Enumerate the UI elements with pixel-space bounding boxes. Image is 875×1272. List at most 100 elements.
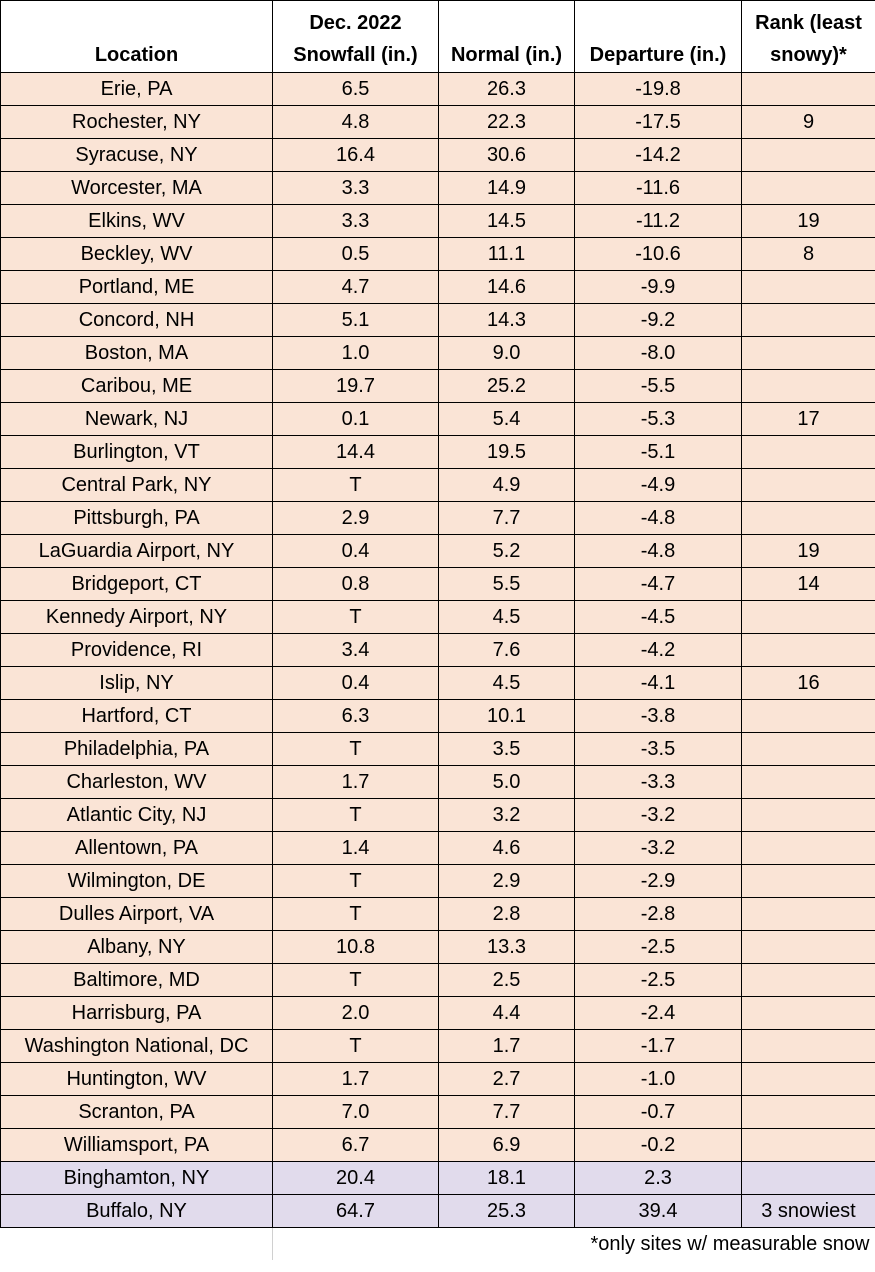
cell-departure: -3.8	[574, 699, 742, 733]
table-row: Burlington, VT 14.4 19.5 -5.1	[0, 435, 875, 469]
cell-rank	[741, 336, 875, 370]
cell-snowfall: 10.8	[272, 930, 439, 964]
cell-departure: -2.9	[574, 864, 742, 898]
cell-location: Baltimore, MD	[0, 963, 273, 997]
table-row: Atlantic City, NJ T 3.2 -3.2	[0, 798, 875, 832]
cell-normal: 6.9	[438, 1128, 575, 1162]
table-row: Portland, ME 4.7 14.6 -9.9	[0, 270, 875, 304]
table-row: Pittsburgh, PA 2.9 7.7 -4.8	[0, 501, 875, 535]
cell-snowfall: 0.4	[272, 666, 439, 700]
table-row: Allentown, PA 1.4 4.6 -3.2	[0, 831, 875, 865]
table-row: Dulles Airport, VA T 2.8 -2.8	[0, 897, 875, 931]
cell-snowfall: 0.5	[272, 237, 439, 271]
cell-rank	[741, 270, 875, 304]
cell-departure: -4.2	[574, 633, 742, 667]
table-row: Elkins, WV 3.3 14.5 -11.2 19	[0, 204, 875, 238]
cell-snowfall: 16.4	[272, 138, 439, 172]
header-rank-line2: snowy)*	[770, 44, 847, 66]
cell-rank	[741, 930, 875, 964]
cell-rank: 19	[741, 534, 875, 568]
cell-location: Burlington, VT	[0, 435, 273, 469]
cell-location: Beckley, WV	[0, 237, 273, 271]
cell-rank	[741, 138, 875, 172]
cell-departure: -1.7	[574, 1029, 742, 1063]
cell-normal: 5.0	[438, 765, 575, 799]
cell-location: Boston, MA	[0, 336, 273, 370]
cell-rank	[741, 897, 875, 931]
cell-departure: -5.5	[574, 369, 742, 403]
table-row: Erie, PA 6.5 26.3 -19.8	[0, 72, 875, 106]
cell-normal: 9.0	[438, 336, 575, 370]
cell-normal: 5.4	[438, 402, 575, 436]
cell-location: Kennedy Airport, NY	[0, 600, 273, 634]
cell-snowfall: 5.1	[272, 303, 439, 337]
header-row: Location Dec. 2022 Snowfall (in.) Normal…	[0, 0, 875, 73]
cell-normal: 4.6	[438, 831, 575, 865]
cell-snowfall: T	[272, 1029, 439, 1063]
table-row: Charleston, WV 1.7 5.0 -3.3	[0, 765, 875, 799]
cell-normal: 10.1	[438, 699, 575, 733]
footnote-row: *only sites w/ measurable snow	[0, 1227, 875, 1260]
cell-normal: 14.9	[438, 171, 575, 205]
cell-location: Harrisburg, PA	[0, 996, 273, 1030]
cell-snowfall: 0.8	[272, 567, 439, 601]
cell-rank	[741, 72, 875, 106]
cell-location: Worcester, MA	[0, 171, 273, 205]
cell-departure: -17.5	[574, 105, 742, 139]
cell-snowfall: 2.0	[272, 996, 439, 1030]
cell-normal: 25.2	[438, 369, 575, 403]
cell-snowfall: 6.3	[272, 699, 439, 733]
cell-departure: -3.3	[574, 765, 742, 799]
cell-snowfall: 3.3	[272, 171, 439, 205]
cell-location: Huntington, WV	[0, 1062, 273, 1096]
cell-departure: -4.5	[574, 600, 742, 634]
cell-location: Scranton, PA	[0, 1095, 273, 1129]
table-row: Williamsport, PA 6.7 6.9 -0.2	[0, 1128, 875, 1162]
cell-departure: -11.2	[574, 204, 742, 238]
cell-location: Bridgeport, CT	[0, 567, 273, 601]
cell-rank	[741, 963, 875, 997]
table-row: Wilmington, DE T 2.9 -2.9	[0, 864, 875, 898]
cell-departure: 39.4	[574, 1194, 742, 1228]
table-row: Hartford, CT 6.3 10.1 -3.8	[0, 699, 875, 733]
cell-snowfall: 2.9	[272, 501, 439, 535]
cell-departure: -5.3	[574, 402, 742, 436]
cell-rank: 17	[741, 402, 875, 436]
header-departure: Departure (in.)	[574, 0, 742, 73]
cell-rank: 14	[741, 567, 875, 601]
cell-rank: 8	[741, 237, 875, 271]
cell-rank	[741, 600, 875, 634]
table-row: Beckley, WV 0.5 11.1 -10.6 8	[0, 237, 875, 271]
cell-departure: -3.5	[574, 732, 742, 766]
table-row: Kennedy Airport, NY T 4.5 -4.5	[0, 600, 875, 634]
cell-rank	[741, 765, 875, 799]
table-row: Newark, NJ 0.1 5.4 -5.3 17	[0, 402, 875, 436]
cell-departure: -10.6	[574, 237, 742, 271]
cell-snowfall: T	[272, 963, 439, 997]
cell-departure: -2.5	[574, 930, 742, 964]
table-row: LaGuardia Airport, NY 0.4 5.2 -4.8 19	[0, 534, 875, 568]
cell-normal: 25.3	[438, 1194, 575, 1228]
cell-normal: 30.6	[438, 138, 575, 172]
cell-normal: 7.7	[438, 501, 575, 535]
cell-location: Atlantic City, NJ	[0, 798, 273, 832]
cell-rank	[741, 996, 875, 1030]
cell-location: Caribou, ME	[0, 369, 273, 403]
cell-snowfall: 1.0	[272, 336, 439, 370]
table-row: Central Park, NY T 4.9 -4.9	[0, 468, 875, 502]
cell-normal: 4.9	[438, 468, 575, 502]
table-row: Rochester, NY 4.8 22.3 -17.5 9	[0, 105, 875, 139]
table-row: Concord, NH 5.1 14.3 -9.2	[0, 303, 875, 337]
cell-rank	[741, 1029, 875, 1063]
cell-location: Wilmington, DE	[0, 864, 273, 898]
cell-snowfall: 7.0	[272, 1095, 439, 1129]
cell-departure: -5.1	[574, 435, 742, 469]
cell-rank	[741, 1095, 875, 1129]
cell-departure: -11.6	[574, 171, 742, 205]
cell-location: Hartford, CT	[0, 699, 273, 733]
cell-location: Washington National, DC	[0, 1029, 273, 1063]
cell-normal: 14.3	[438, 303, 575, 337]
cell-departure: -8.0	[574, 336, 742, 370]
cell-location: Newark, NJ	[0, 402, 273, 436]
